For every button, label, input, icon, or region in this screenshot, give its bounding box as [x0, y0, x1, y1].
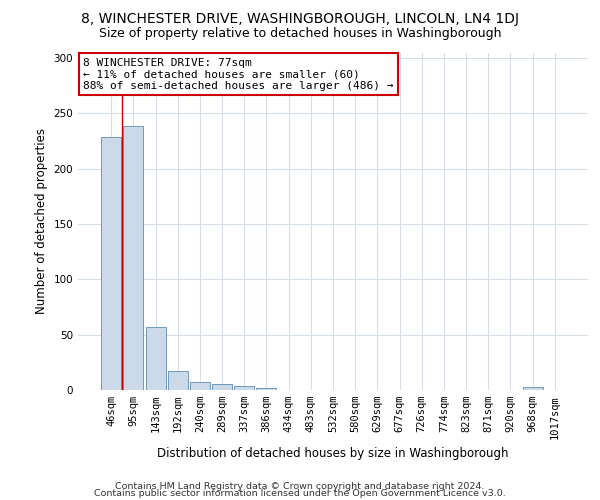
Text: 8, WINCHESTER DRIVE, WASHINGBOROUGH, LINCOLN, LN4 1DJ: 8, WINCHESTER DRIVE, WASHINGBOROUGH, LIN…: [81, 12, 519, 26]
Bar: [190, 382, 210, 390]
Bar: [212, 384, 232, 390]
Text: 8 WINCHESTER DRIVE: 77sqm
← 11% of detached houses are smaller (60)
88% of semi-: 8 WINCHESTER DRIVE: 77sqm ← 11% of detac…: [83, 58, 394, 91]
Text: Size of property relative to detached houses in Washingborough: Size of property relative to detached ho…: [99, 28, 501, 40]
Bar: [101, 136, 121, 390]
Bar: [124, 126, 143, 390]
Text: Contains public sector information licensed under the Open Government Licence v3: Contains public sector information licen…: [94, 489, 506, 498]
Bar: [168, 371, 188, 390]
Bar: [523, 386, 542, 390]
Y-axis label: Number of detached properties: Number of detached properties: [35, 128, 48, 314]
Bar: [256, 388, 277, 390]
X-axis label: Distribution of detached houses by size in Washingborough: Distribution of detached houses by size …: [157, 447, 509, 460]
Bar: [234, 386, 254, 390]
Text: Contains HM Land Registry data © Crown copyright and database right 2024.: Contains HM Land Registry data © Crown c…: [115, 482, 485, 491]
Bar: [146, 327, 166, 390]
